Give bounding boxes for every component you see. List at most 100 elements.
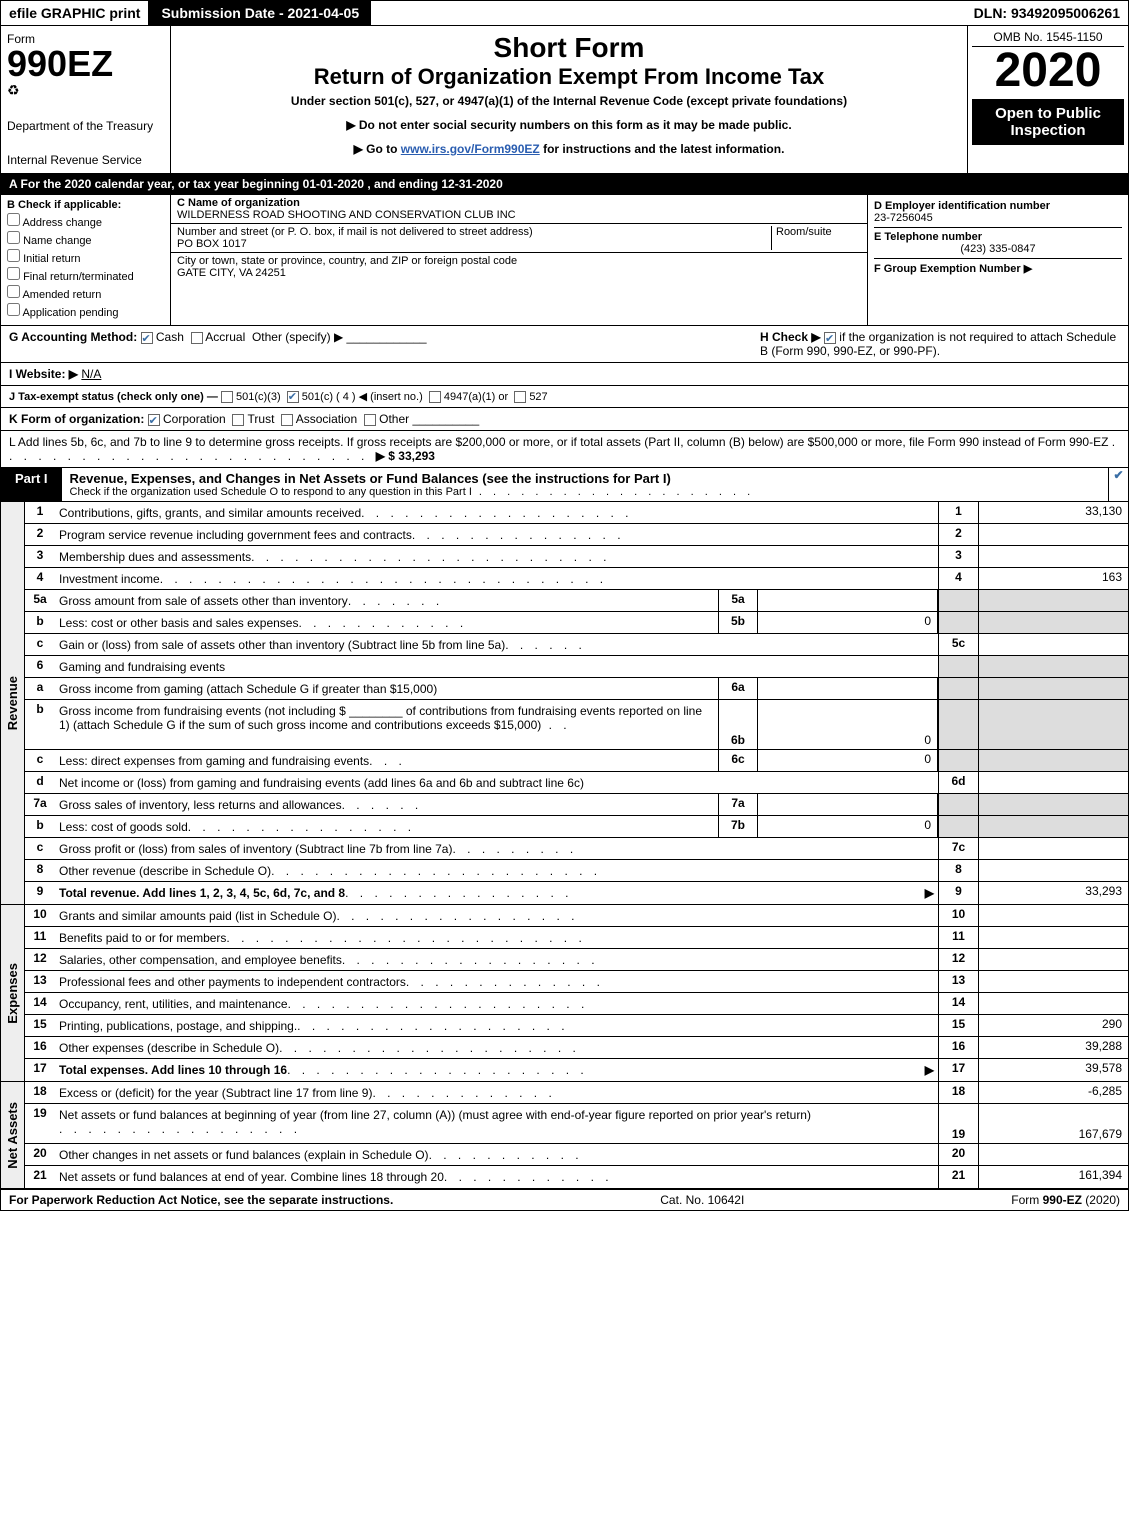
ln-5b-num: b [25, 612, 55, 633]
ln-13-rv [978, 971, 1128, 992]
ln-7a-rn [938, 794, 978, 815]
ln-6a-num: a [25, 678, 55, 699]
chk-application-pending[interactable]: Application pending [7, 303, 164, 319]
ln-9-desc: Total revenue. Add lines 1, 2, 3, 4, 5c,… [59, 886, 345, 900]
open-public-badge: Open to Public Inspection [972, 99, 1124, 145]
tax-year: 2020 [972, 47, 1124, 95]
ln-6a-rn [938, 678, 978, 699]
recycle-icon: ♻ [7, 82, 164, 99]
ln-7a-rv [978, 794, 1128, 815]
ln-9-arrow-icon: ▶ [925, 886, 934, 900]
ln-6-rv [978, 656, 1128, 677]
ln-6b-num: b [25, 700, 55, 749]
ln-6-rn [938, 656, 978, 677]
ln-7a-mb: 7a [718, 794, 758, 815]
ln-6-desc: Gaming and fundraising events [59, 660, 225, 674]
ln-5c-rv [978, 634, 1128, 655]
chk-h[interactable] [824, 332, 836, 344]
row-g-h: G Accounting Method: Cash Accrual Other … [0, 325, 1129, 362]
dept-treasury: Department of the Treasury [7, 119, 164, 133]
chk-527[interactable] [514, 391, 526, 403]
ln-6b-rv [978, 700, 1128, 749]
form-header: Form 990EZ ♻ Department of the Treasury … [0, 25, 1129, 173]
ln-2-desc: Program service revenue including govern… [59, 528, 412, 542]
ln-17-desc: Total expenses. Add lines 10 through 16 [59, 1063, 287, 1077]
ln-4-rv: 163 [978, 568, 1128, 589]
chk-name-change[interactable]: Name change [7, 231, 164, 247]
ln-6d-num: d [25, 772, 55, 793]
chk-corporation[interactable] [148, 414, 160, 426]
ln-10-rn: 10 [938, 905, 978, 926]
ln-14-rn: 14 [938, 993, 978, 1014]
top-bar: efile GRAPHIC print Submission Date - 20… [0, 0, 1129, 25]
row-j: J Tax-exempt status (check only one) — 5… [0, 385, 1129, 407]
ln-18-rv: -6,285 [978, 1082, 1128, 1103]
ln-7a-mv [758, 794, 938, 815]
form-ref: Form 990-EZ (2020) [1011, 1193, 1120, 1207]
ln-5a-mv [758, 590, 938, 611]
ln-7c-rn: 7c [938, 838, 978, 859]
ln-9-rv: 33,293 [978, 882, 1128, 904]
city-label: City or town, state or province, country… [177, 255, 861, 267]
chk-association[interactable] [281, 414, 293, 426]
city-value: GATE CITY, VA 24251 [177, 267, 861, 279]
chk-final-return[interactable]: Final return/terminated [7, 267, 164, 283]
chk-trust[interactable] [232, 414, 244, 426]
ln-10-rv [978, 905, 1128, 926]
ln-8-desc: Other revenue (describe in Schedule O) [59, 864, 271, 878]
ln-4-num: 4 [25, 568, 55, 589]
ln-7b-rn [938, 816, 978, 837]
chk-other-org[interactable] [364, 414, 376, 426]
ln-19-desc: Net assets or fund balances at beginning… [59, 1108, 811, 1122]
phone-label: E Telephone number [874, 231, 1122, 243]
ln-7c-desc: Gross profit or (loss) from sales of inv… [59, 842, 452, 856]
ln-17-rv: 39,578 [978, 1059, 1128, 1081]
ln-19-rn: 19 [938, 1104, 978, 1143]
ln-5c-desc: Gain or (loss) from sale of assets other… [59, 638, 505, 652]
ln-11-desc: Benefits paid to or for members [59, 931, 226, 945]
ln-7a-num: 7a [25, 794, 55, 815]
chk-accrual[interactable] [191, 332, 203, 344]
page-footer: For Paperwork Reduction Act Notice, see … [0, 1189, 1129, 1211]
ln-7b-mv: 0 [758, 816, 938, 837]
irs-label: Internal Revenue Service [7, 153, 164, 167]
goto-suffix: for instructions and the latest informat… [540, 142, 785, 156]
title-return: Return of Organization Exempt From Incom… [181, 64, 957, 90]
chk-address-change[interactable]: Address change [7, 213, 164, 229]
row-l-text: L Add lines 5b, 6c, and 7b to line 9 to … [9, 435, 1108, 449]
ln-6c-rv [978, 750, 1128, 771]
ln-6-num: 6 [25, 656, 55, 677]
part1-header: Part I Revenue, Expenses, and Changes in… [0, 467, 1129, 501]
ln-5c-num: c [25, 634, 55, 655]
ln-21-num: 21 [25, 1166, 55, 1188]
ln-5a-rn [938, 590, 978, 611]
efile-label[interactable]: efile GRAPHIC print [1, 1, 149, 25]
side-expenses: Expenses [5, 963, 20, 1024]
chk-initial-return[interactable]: Initial return [7, 249, 164, 265]
ln-7b-num: b [25, 816, 55, 837]
ln-6d-desc: Net income or (loss) from gaming and fun… [59, 776, 584, 790]
title-short-form: Short Form [181, 32, 957, 64]
submission-date-label: Submission Date - 2021-04-05 [149, 1, 371, 25]
ln-7b-mb: 7b [718, 816, 758, 837]
chk-501c[interactable] [287, 391, 299, 403]
chk-501c3[interactable] [221, 391, 233, 403]
tax-exempt-label: J Tax-exempt status (check only one) — [9, 391, 218, 403]
form-number: 990EZ [7, 46, 164, 82]
chk-amended-return[interactable]: Amended return [7, 285, 164, 301]
ln-14-desc: Occupancy, rent, utilities, and maintena… [59, 997, 288, 1011]
ln-12-desc: Salaries, other compensation, and employ… [59, 953, 342, 967]
ln-6a-mv [758, 678, 938, 699]
badge-line2: Inspection [976, 122, 1120, 139]
ln-15-rn: 15 [938, 1015, 978, 1036]
ln-5a-desc: Gross amount from sale of assets other t… [59, 594, 348, 608]
ein-value: 23-7256045 [874, 212, 1122, 224]
chk-cash[interactable] [141, 332, 153, 344]
ln-9-rn: 9 [938, 882, 978, 904]
ln-8-rn: 8 [938, 860, 978, 881]
ln-3-desc: Membership dues and assessments [59, 550, 251, 564]
part1-check-icon: ✔ [1108, 468, 1128, 501]
chk-4947[interactable] [429, 391, 441, 403]
ln-5b-rn [938, 612, 978, 633]
irs-link[interactable]: www.irs.gov/Form990EZ [401, 142, 540, 156]
